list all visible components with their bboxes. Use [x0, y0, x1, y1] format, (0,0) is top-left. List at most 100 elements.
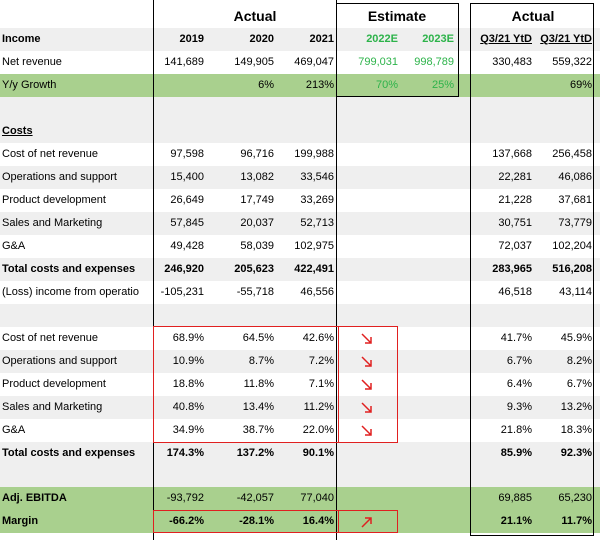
cell: 21.1% — [500, 515, 532, 527]
cell: 57,845 — [170, 217, 204, 229]
cell: 516,208 — [552, 263, 592, 275]
cell: 469,047 — [294, 56, 334, 68]
row-total-costs: Total costs and expenses 246,920 205,623… — [0, 258, 600, 281]
cell: 72,037 — [498, 240, 532, 252]
cell: 46,518 — [498, 286, 532, 298]
cell: 22.0% — [302, 424, 334, 436]
actual-header-right: Actual — [511, 8, 555, 24]
cell: 26,649 — [170, 194, 204, 206]
row-label: (Loss) income from operatio — [2, 286, 139, 298]
actual-right-box-bottom — [470, 535, 594, 536]
row-label: Sales and Marketing — [2, 401, 103, 413]
cell: -55,718 — [236, 286, 274, 298]
divider-actual-left — [153, 0, 154, 540]
row-pct-ops-support: Operations and support 10.9% 8.7% 7.2% 6… — [0, 350, 600, 373]
cell: 90.1% — [302, 447, 334, 459]
cell: 7.1% — [308, 378, 334, 390]
cell: 8.7% — [248, 355, 274, 367]
cell: 52,713 — [300, 217, 334, 229]
cell: 45.9% — [560, 332, 592, 344]
cell: 21,228 — [498, 194, 532, 206]
cell: 40.8% — [172, 401, 204, 413]
cell: 43,114 — [559, 286, 592, 298]
row-net-revenue: Net revenue 141,689 149,905 469,047 799,… — [0, 51, 600, 74]
cell: 6.4% — [506, 378, 532, 390]
arrow-down-right-icon — [361, 425, 372, 436]
row-pct-total-costs: Total costs and expenses 174.3% 137.2% 9… — [0, 442, 600, 465]
row-label: G&A — [2, 424, 26, 436]
col-q3-ytd-a: Q3/21 YtD — [480, 33, 532, 45]
cell: 13.4% — [242, 401, 274, 413]
spacer-row — [0, 465, 600, 487]
cell: 13,082 — [240, 171, 274, 183]
divider-actual-right-right — [593, 3, 594, 535]
trend-arrow-box — [338, 326, 398, 443]
cell: -66.2% — [169, 515, 204, 527]
cell: 49,428 — [170, 240, 204, 252]
arrow-down-right-icon — [361, 379, 372, 390]
cell: 16.4% — [302, 515, 334, 527]
cell: -93,792 — [166, 492, 204, 504]
divider-estimate-left — [336, 0, 337, 540]
cell: 41.7% — [500, 332, 532, 344]
estimate-box-bottom — [336, 96, 459, 97]
cell: -42,057 — [236, 492, 274, 504]
cell: 422,491 — [294, 263, 334, 275]
row-sales-marketing: Sales and Marketing 57,845 20,037 52,713… — [0, 212, 600, 235]
cell: -105,231 — [160, 286, 204, 298]
cell: 85.9% — [500, 447, 532, 459]
estimate-box-top — [336, 3, 459, 4]
row-pct-sales-marketing: Sales and Marketing 40.8% 13.4% 11.2% 9.… — [0, 396, 600, 419]
cell: 97,598 — [170, 148, 204, 160]
row-cost-net-revenue: Cost of net revenue 97,598 96,716 199,98… — [0, 143, 600, 166]
cell: 37,681 — [558, 194, 592, 206]
row-label: Product development — [2, 194, 106, 206]
col-2023e: 2023E — [422, 33, 454, 45]
row-label: Net revenue — [2, 56, 62, 68]
cell: 34.9% — [172, 424, 204, 436]
arrow-down-right-icon — [361, 333, 372, 344]
cell: 246,920 — [164, 263, 204, 275]
cell: 102,204 — [552, 240, 592, 252]
cell: 799,031 — [358, 56, 398, 68]
cell: 18.8% — [172, 378, 204, 390]
cell: 102,975 — [294, 240, 334, 252]
arrow-down-right-icon — [361, 402, 372, 413]
cell: 141,689 — [164, 56, 204, 68]
cell: 73,779 — [558, 217, 592, 229]
arrow-up-right-icon — [361, 517, 372, 528]
row-label: G&A — [2, 240, 26, 252]
cell: 69% — [569, 79, 592, 91]
row-label: Total costs and expenses — [2, 447, 136, 459]
cell: 205,623 — [234, 263, 274, 275]
cell: 11.8% — [243, 378, 274, 390]
cell: 68.9% — [172, 332, 204, 344]
cell: 96,716 — [240, 148, 274, 160]
actual-right-box-top — [470, 3, 594, 4]
cell: 6.7% — [566, 378, 592, 390]
cell: 21.8% — [500, 424, 532, 436]
row-yy-growth: Y/y Growth 6% 213% 70% 25% 69% — [0, 74, 600, 97]
spacer-row — [0, 97, 600, 120]
cell: 137,668 — [492, 148, 532, 160]
cell: 69,885 — [498, 492, 532, 504]
cell: 20,037 — [240, 217, 274, 229]
cell: 46,556 — [300, 286, 334, 298]
cell: 17,749 — [240, 194, 274, 206]
divider-actual-right-left — [470, 3, 471, 535]
row-label: Cost of net revenue — [2, 148, 99, 160]
cell: 38.7% — [242, 424, 274, 436]
col-q3-ytd-b: Q3/21 YtD — [540, 33, 592, 45]
cell: 559,322 — [552, 56, 592, 68]
cell: 11.2% — [303, 401, 334, 413]
row-label: Operations and support — [2, 171, 117, 183]
cell: 174.3% — [166, 447, 204, 459]
cell: 256,458 — [552, 148, 592, 160]
cell: 7.2% — [308, 355, 334, 367]
cell: 283,965 — [492, 263, 532, 275]
cell: 330,483 — [492, 56, 532, 68]
row-label: Margin — [2, 515, 39, 527]
cell: 65,230 — [558, 492, 592, 504]
cell: 15,400 — [170, 171, 204, 183]
